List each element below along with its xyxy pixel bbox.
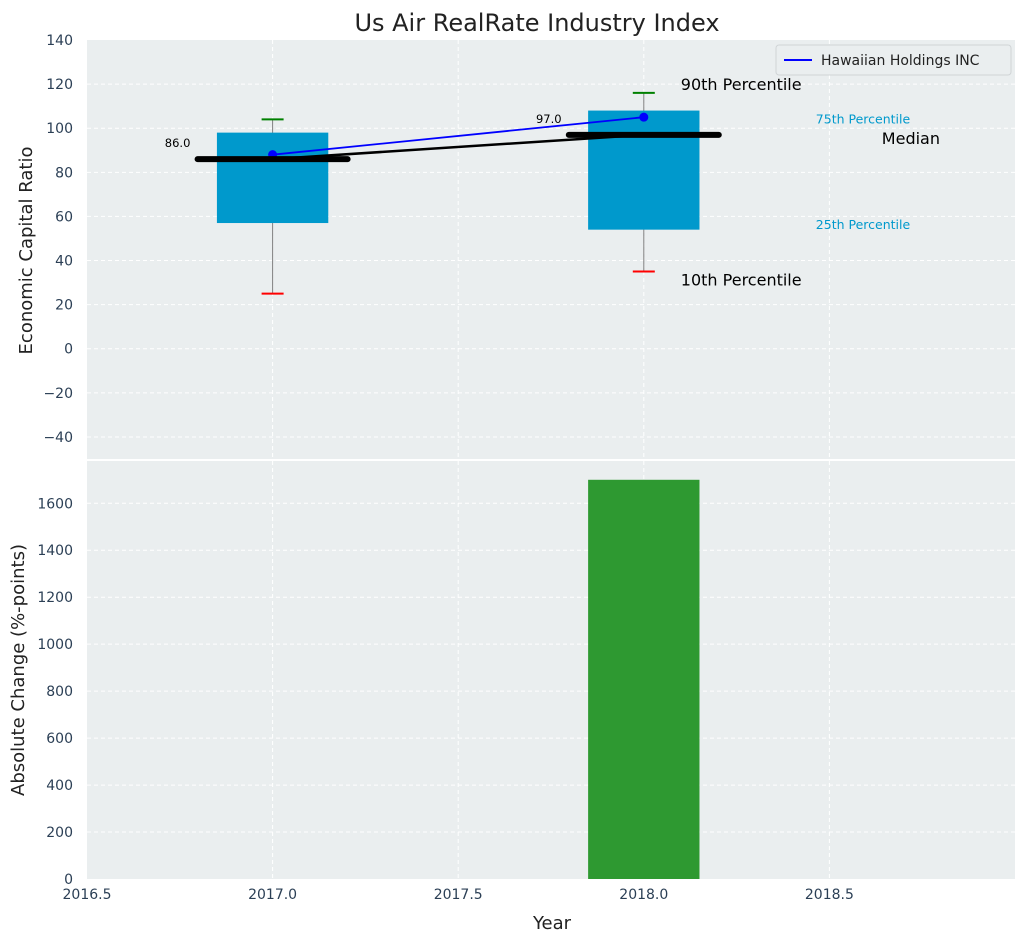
company-series-line [272,116,644,156]
p25-annotation: 25th Percentile [816,217,911,232]
top-y-tick-label: 80 [55,165,73,181]
median-annotation: Median [882,129,940,148]
top-panel: −40 −20 0 20 40 60 80 100 120 140 Economic Capital… [16,33,1015,459]
top-plot-background [87,40,1015,459]
median-trend-line [272,133,644,161]
bottom-y-tick-label: 200 [46,825,73,841]
legend-frame [775,44,1012,76]
x-tick-label: 2018.0 [619,887,668,903]
bottom-y-tick-label: 800 [46,684,73,700]
top-y-tick-label: 120 [46,77,73,93]
company-series-point [639,112,649,122]
x-tick-label: 2018.5 [805,887,854,903]
p90-annotation: 90th Percentile [681,75,802,94]
bottom-y-tick-label: 1400 [37,543,73,559]
bottom-plot-background [87,461,1015,879]
top-y-tick-label: 40 [55,254,73,270]
bottom-y-tick-label: 600 [46,731,73,747]
legend: Hawaiian Holdings INC [775,44,1012,76]
top-y-tick-label: −20 [43,386,73,402]
bottom-y-tick-label: 0 [64,872,73,888]
bottom-y-tick-label: 1600 [37,496,73,512]
x-tick-label: 2017.5 [434,887,483,903]
chart-title: Us Air RealRate Industry Index [354,9,719,37]
top-y-axis-label: Economic Capital Ratio [16,147,37,355]
x-tick-label: 2017.0 [248,887,297,903]
bottom-y-tick-label: 400 [46,778,73,794]
change-bar [588,479,700,879]
bottom-y-axis-label: Absolute Change (%-points) [8,544,29,796]
bottom-panel: 0 200 400 600 800 1000 1200 1400 1600 2016.5 2017.… [8,461,1015,903]
x-axis-label: Year [532,913,572,934]
top-y-tick-label: 60 [55,209,73,225]
iqr-box [216,132,329,224]
top-y-tick-label: 100 [46,121,73,137]
median-value-label: 86.0 [165,136,191,150]
bottom-y-tick-label: 1200 [37,590,73,606]
legend-entry-label: Hawaiian Holdings INC [821,53,980,69]
iqr-box [588,110,700,230]
median-value-label: 97.0 [536,112,562,126]
top-y-tick-label: 140 [46,33,73,49]
top-y-tick-label: −40 [43,430,73,446]
p10-annotation: 10th Percentile [681,270,802,289]
x-tick-label: 2016.5 [63,887,112,903]
bottom-y-tick-label: 1000 [37,637,73,653]
p75-annotation: 75th Percentile [816,111,911,126]
top-y-tick-label: 0 [64,342,73,358]
top-y-tick-label: 20 [55,298,73,314]
